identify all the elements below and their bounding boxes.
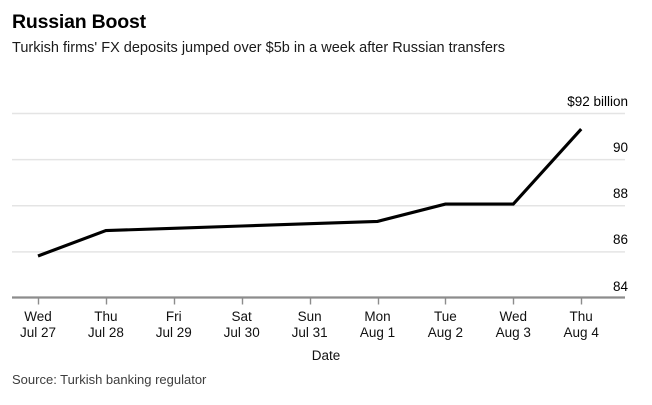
x-tick-dayname: Wed (499, 309, 528, 324)
x-tick-date: Aug 1 (359, 325, 396, 340)
y-axis-tick-label: 90 (612, 140, 628, 156)
x-tick-dayname: Fri (165, 309, 182, 324)
x-tick-dayname: Wed (24, 309, 52, 324)
x-axis-ticks (37, 297, 583, 305)
chart-subtitle: Turkish firms' FX deposits jumped over $… (12, 40, 506, 56)
x-tick-date: Jul 27 (19, 325, 57, 340)
x-tick-date: Aug 4 (563, 325, 599, 340)
x-tick-date: Jul 29 (155, 325, 192, 340)
y-axis-tick-label: 86 (612, 232, 628, 248)
x-axis-tick-label: Tue Aug 2 (411, 309, 479, 341)
x-axis-tick-label: Thu Jul 28 (72, 309, 140, 341)
y-axis-tick-label: 88 (612, 186, 628, 202)
source-note: Source: Turkish banking regulator (12, 372, 207, 387)
x-axis-tick-label: Sun Jul 31 (276, 309, 344, 341)
x-axis-tick-label: Wed Jul 27 (4, 309, 72, 341)
x-tick-date: Jul 30 (223, 325, 260, 340)
data-series-line (37, 128, 583, 258)
x-tick-dayname: Sun (297, 309, 322, 324)
x-tick-dayname: Sat (231, 309, 252, 324)
x-axis-tick-label: Mon Aug 1 (344, 309, 412, 341)
x-tick-date: Aug 2 (427, 325, 464, 340)
x-axis-tick-label: Sat Jul 30 (208, 309, 276, 341)
x-axis-tick-label: Fri Jul 29 (140, 309, 208, 341)
gridlines (12, 112, 625, 253)
y-axis-unit-label: $92 billion (567, 94, 628, 109)
x-axis-title: Date (311, 348, 341, 363)
x-tick-date: Jul 28 (87, 325, 124, 340)
x-tick-dayname: Thu (569, 309, 593, 324)
x-axis-tick-label: Thu Aug 4 (547, 309, 615, 341)
x-tick-dayname: Mon (364, 309, 391, 324)
x-tick-dayname: Tue (434, 309, 457, 324)
x-tick-date: Aug 3 (495, 325, 531, 340)
x-axis-tick-label: Wed Aug 3 (479, 309, 547, 341)
page-title: Russian Boost (12, 11, 146, 33)
x-tick-dayname: Thu (94, 309, 118, 324)
y-axis-tick-label: 84 (612, 278, 628, 294)
x-tick-date: Jul 31 (291, 325, 328, 340)
